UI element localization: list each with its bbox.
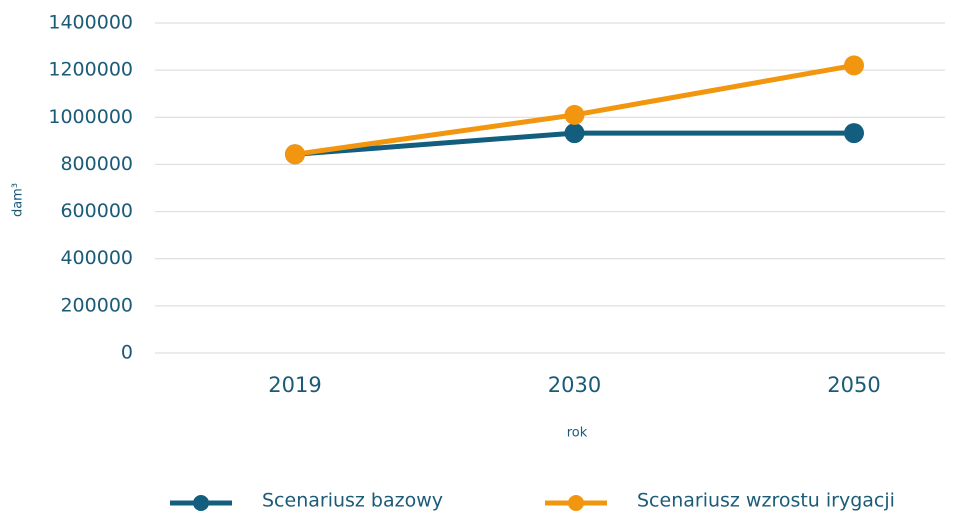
y-tick-label: 0: [121, 342, 133, 364]
data-point: [564, 123, 585, 144]
data-point: [564, 104, 585, 125]
legend-label: Scenariusz bazowy: [262, 490, 443, 512]
y-tick-label: 1200000: [48, 59, 133, 81]
y-tick-label: 400000: [60, 247, 133, 269]
legend-marker: [568, 495, 584, 511]
data-point: [844, 55, 864, 76]
x-tick-label: 2030: [548, 373, 601, 397]
legend-label: Scenariusz wzrostu irygacji: [637, 490, 895, 512]
y-tick-label: 200000: [60, 294, 133, 316]
y-tick-label: 1400000: [48, 12, 133, 34]
y-axis-label: dam³: [11, 183, 26, 217]
data-point: [285, 144, 305, 165]
y-tick-label: 600000: [60, 200, 133, 222]
y-tick-label: 800000: [60, 153, 133, 175]
x-tick-label: 2019: [268, 373, 321, 397]
data-point: [844, 123, 864, 144]
x-tick-label: 2050: [827, 373, 880, 397]
legend-marker: [193, 495, 209, 511]
y-tick-label: 1000000: [48, 106, 133, 128]
x-axis-label: rok: [567, 426, 588, 441]
